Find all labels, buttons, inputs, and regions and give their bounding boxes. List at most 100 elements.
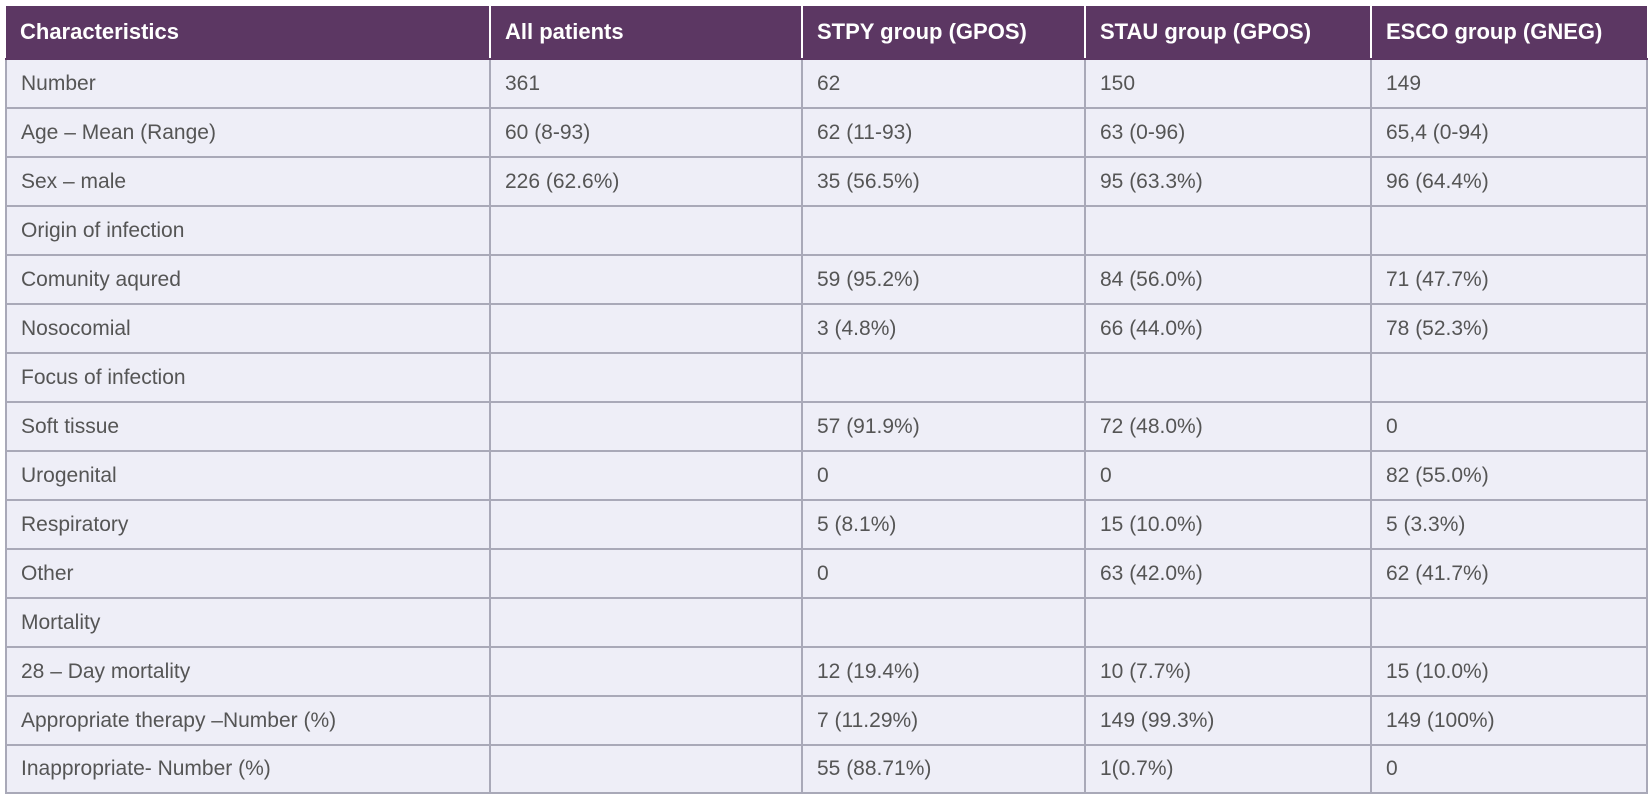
all-patients-cell — [489, 744, 803, 794]
table-row: Appropriate therapy –Number (%) 7 (11.29%… — [5, 695, 1648, 746]
all-patients-cell: 60 (8-93) — [489, 107, 803, 158]
stpy-cell: 0 — [801, 450, 1086, 501]
all-patients-cell — [489, 352, 803, 403]
table-row: Nosocomial 3 (4.8%) 66 (44.0%) 78 (52.3%) — [5, 303, 1648, 354]
esco-cell — [1370, 597, 1648, 648]
table-row: Other 0 63 (42.0%) 62 (41.7%) — [5, 548, 1648, 599]
table-row: Sex – male 226 (62.6%) 35 (56.5%) 95 (63.3%… — [5, 156, 1648, 207]
all-patients-cell: 361 — [489, 58, 803, 109]
characteristics-table: Characteristics All patients STPY group … — [5, 6, 1648, 794]
table-row: Inappropriate- Number (%) 55 (88.71%) 1(0.… — [5, 744, 1648, 794]
characteristic-cell: Respiratory — [5, 499, 491, 550]
all-patients-cell — [489, 548, 803, 599]
table-row: Number 361 62 150 149 — [5, 58, 1648, 109]
characteristic-cell: Nosocomial — [5, 303, 491, 354]
all-patients-cell — [489, 499, 803, 550]
characteristic-cell: Soft tissue — [5, 401, 491, 452]
characteristic-cell: Appropriate therapy –Number (%) — [5, 695, 491, 746]
stpy-cell: 62 — [801, 58, 1086, 109]
characteristic-cell: Focus of infection — [5, 352, 491, 403]
esco-cell — [1370, 205, 1648, 256]
all-patients-cell — [489, 695, 803, 746]
header-stpy-group: STPY group (GPOS) — [802, 6, 1086, 60]
esco-cell: 149 — [1370, 58, 1648, 109]
esco-cell: 65,4 (0-94) — [1370, 107, 1648, 158]
characteristic-cell: Comunity aqured — [5, 254, 491, 305]
stau-cell: 63 (42.0%) — [1084, 548, 1372, 599]
esco-cell — [1370, 352, 1648, 403]
stpy-cell: 12 (19.4%) — [801, 646, 1086, 697]
characteristic-cell: Inappropriate- Number (%) — [5, 744, 491, 794]
stpy-cell: 57 (91.9%) — [801, 401, 1086, 452]
stau-cell: 1(0.7%) — [1084, 744, 1372, 794]
stpy-cell — [801, 205, 1086, 256]
stau-cell — [1084, 352, 1372, 403]
stau-cell — [1084, 597, 1372, 648]
characteristic-cell: 28 – Day mortality — [5, 646, 491, 697]
all-patients-cell — [489, 205, 803, 256]
stpy-cell: 59 (95.2%) — [801, 254, 1086, 305]
table-row: Urogenital 0 0 82 (55.0%) — [5, 450, 1648, 501]
characteristic-cell: Urogenital — [5, 450, 491, 501]
stpy-cell — [801, 597, 1086, 648]
esco-cell: 149 (100%) — [1370, 695, 1648, 746]
all-patients-cell — [489, 646, 803, 697]
characteristic-cell: Number — [5, 58, 491, 109]
stpy-cell — [801, 352, 1086, 403]
characteristic-cell: Sex – male — [5, 156, 491, 207]
stpy-cell: 55 (88.71%) — [801, 744, 1086, 794]
stau-cell: 10 (7.7%) — [1084, 646, 1372, 697]
characteristic-cell: Origin of infection — [5, 205, 491, 256]
all-patients-cell — [489, 450, 803, 501]
table-row: Mortality — [5, 597, 1648, 648]
esco-cell: 82 (55.0%) — [1370, 450, 1648, 501]
table-row: Respiratory 5 (8.1%) 15 (10.0%) 5 (3.3%) — [5, 499, 1648, 550]
header-stau-group: STAU group (GPOS) — [1085, 6, 1372, 60]
stau-cell: 66 (44.0%) — [1084, 303, 1372, 354]
header-esco-group: ESCO group (GNEG) — [1371, 6, 1647, 60]
header-all-patients: All patients — [490, 6, 803, 60]
all-patients-cell — [489, 254, 803, 305]
all-patients-cell — [489, 597, 803, 648]
stpy-cell: 35 (56.5%) — [801, 156, 1086, 207]
stau-cell: 84 (56.0%) — [1084, 254, 1372, 305]
esco-cell: 0 — [1370, 744, 1648, 794]
stpy-cell: 62 (11-93) — [801, 107, 1086, 158]
header-characteristics: Characteristics — [6, 6, 491, 60]
table-body: Number 361 62 150 149 Age – Mean (Range) 60 (8… — [5, 58, 1648, 794]
stau-cell: 149 (99.3%) — [1084, 695, 1372, 746]
table-row: Focus of infection — [5, 352, 1648, 403]
characteristic-cell: Age – Mean (Range) — [5, 107, 491, 158]
stau-cell: 15 (10.0%) — [1084, 499, 1372, 550]
esco-cell: 71 (47.7%) — [1370, 254, 1648, 305]
stau-cell: 63 (0-96) — [1084, 107, 1372, 158]
esco-cell: 15 (10.0%) — [1370, 646, 1648, 697]
table-row: Origin of infection — [5, 205, 1648, 256]
stpy-cell: 7 (11.29%) — [801, 695, 1086, 746]
stpy-cell: 5 (8.1%) — [801, 499, 1086, 550]
esco-cell: 96 (64.4%) — [1370, 156, 1648, 207]
characteristics-table-container: Characteristics All patients STPY group … — [5, 6, 1649, 794]
characteristic-cell: Other — [5, 548, 491, 599]
esco-cell: 0 — [1370, 401, 1648, 452]
all-patients-cell — [489, 303, 803, 354]
stau-cell: 150 — [1084, 58, 1372, 109]
table-row: 28 – Day mortality 12 (19.4%) 10 (7.7%) 15 … — [5, 646, 1648, 697]
stau-cell: 95 (63.3%) — [1084, 156, 1372, 207]
header-row: Characteristics All patients STPY group … — [6, 6, 1647, 60]
table-row: Comunity aqured 59 (95.2%) 84 (56.0%) 71 (4… — [5, 254, 1648, 305]
stau-cell: 72 (48.0%) — [1084, 401, 1372, 452]
table-row: Soft tissue 57 (91.9%) 72 (48.0%) 0 — [5, 401, 1648, 452]
table-header: Characteristics All patients STPY group … — [6, 6, 1647, 60]
table-row: Age – Mean (Range) 60 (8-93) 62 (11-93) 63 … — [5, 107, 1648, 158]
esco-cell: 5 (3.3%) — [1370, 499, 1648, 550]
stpy-cell: 0 — [801, 548, 1086, 599]
esco-cell: 78 (52.3%) — [1370, 303, 1648, 354]
all-patients-cell — [489, 401, 803, 452]
all-patients-cell: 226 (62.6%) — [489, 156, 803, 207]
esco-cell: 62 (41.7%) — [1370, 548, 1648, 599]
stpy-cell: 3 (4.8%) — [801, 303, 1086, 354]
stau-cell: 0 — [1084, 450, 1372, 501]
characteristic-cell: Mortality — [5, 597, 491, 648]
stau-cell — [1084, 205, 1372, 256]
